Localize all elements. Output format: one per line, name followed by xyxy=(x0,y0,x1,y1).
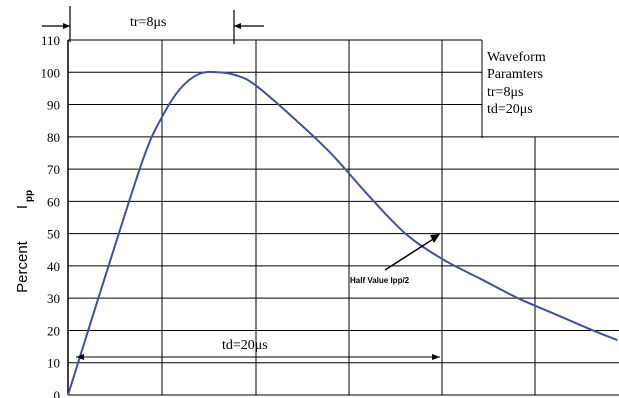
td-arrow-left-head xyxy=(76,354,84,360)
half-value-annotation: Half Value Ipp/2 xyxy=(350,234,440,285)
y-tick-label: 100 xyxy=(41,65,61,80)
waveform-series-line xyxy=(67,70,618,396)
y-tick-label: 50 xyxy=(47,227,60,242)
legend-td: td=20μs xyxy=(487,102,533,117)
y-tick-label: 60 xyxy=(47,194,60,209)
y-tick-label: 70 xyxy=(47,162,60,177)
tr-arrow-left-head xyxy=(63,23,70,29)
half-value-arrow-head xyxy=(430,234,440,243)
y-tick-labels: 0 10 20 30 40 50 60 70 80 90 100 110 xyxy=(41,33,61,398)
y-tick-label: 110 xyxy=(41,33,60,48)
half-value-label: Half Value Ipp/2 xyxy=(350,276,410,285)
waveform-parameters-box: Waveform Paramters tr=8μs td=20μs xyxy=(487,50,546,117)
y-tick-label: 40 xyxy=(47,259,60,274)
y-tick-label: 10 xyxy=(47,356,60,371)
tr-annotation: tr=8μs xyxy=(42,6,264,44)
half-value-arrow-shaft xyxy=(384,235,439,271)
y-axis-label: Percent I pp xyxy=(14,190,35,293)
y-axis-label-sub: I xyxy=(14,205,31,209)
tr-arrow-right-head xyxy=(234,23,241,29)
legend-title-line-1: Waveform xyxy=(487,50,546,65)
legend-title-line-2: Paramters xyxy=(487,67,543,82)
y-axis-label-subscript: pp xyxy=(24,190,35,202)
y-tick-label: 30 xyxy=(47,291,60,306)
td-annotation: td=20μs xyxy=(76,338,440,360)
chart-grid xyxy=(67,39,619,396)
td-arrow-right-head xyxy=(432,354,440,360)
y-tick-label: 0 xyxy=(54,388,61,398)
y-axis-label-main: Percent xyxy=(14,240,31,293)
legend-tr: tr=8μs xyxy=(487,85,523,100)
y-tick-label: 80 xyxy=(47,130,60,145)
tr-label: tr=8μs xyxy=(130,15,166,30)
y-tick-label: 90 xyxy=(47,98,60,113)
y-tick-label: 20 xyxy=(47,323,60,338)
td-label: td=20μs xyxy=(222,338,268,353)
